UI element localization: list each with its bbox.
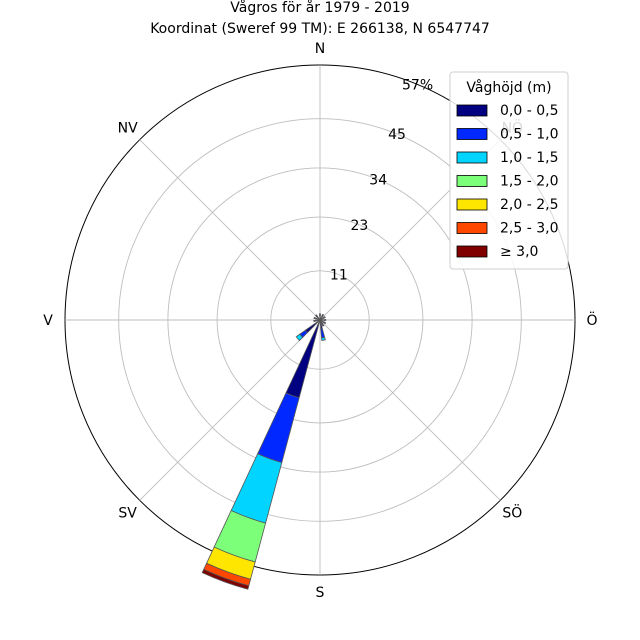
rose-bar-segment (321, 313, 325, 317)
legend-entry: 0,5 - 1,0 (500, 127, 558, 143)
rose-bar-segment (315, 314, 318, 318)
radial-tick-label: 23 (350, 218, 368, 234)
rose-bar-segment (320, 328, 326, 339)
rose-bar-segment (313, 316, 317, 320)
radial-tick-label: 57% (402, 77, 433, 93)
legend-swatch (456, 175, 488, 187)
chart-title-line2: Koordinat (Sweref 99 TM): E 266138, N 65… (150, 21, 490, 37)
direction-label: V (43, 313, 53, 329)
rose-bar-segment (323, 316, 326, 319)
grid-spoke (319, 319, 501, 501)
legend-entry: 1,0 - 1,5 (500, 150, 558, 166)
rose-bar-segment (230, 453, 283, 524)
legend-swatch (456, 222, 488, 234)
direction-label: SÖ (502, 503, 522, 521)
radial-tick-label: 45 (388, 127, 406, 143)
direction-label: N (315, 41, 325, 57)
legend-entry: 2,0 - 2,5 (500, 197, 558, 213)
radial-tick-label: 34 (369, 172, 387, 188)
direction-label: Ö (586, 311, 597, 329)
legend-swatch (456, 128, 488, 140)
direction-label: S (316, 585, 325, 601)
legend-entry: 0,0 - 0,5 (500, 103, 558, 119)
legend-swatch (456, 104, 488, 117)
legend-entry: 2,5 - 3,0 (500, 221, 558, 237)
legend-entry: ≥ 3,0 (500, 244, 538, 260)
legend-swatch (456, 151, 488, 164)
legend-swatch (456, 245, 488, 258)
legend: Våghöjd (m) 0,0 - 0,5 0,5 - 1,0 1,0 - 1,5 1… (449, 71, 569, 270)
rose-bar-segment (323, 321, 327, 325)
rose-bar-segment (295, 333, 304, 342)
rose-bar-segment (321, 323, 325, 327)
grid-spoke (139, 139, 321, 321)
legend-title: Våghöjd (m) (466, 79, 551, 96)
radial-tick-label: 11 (330, 268, 348, 284)
legend-frame (449, 71, 569, 270)
direction-label: SV (118, 505, 137, 521)
rose-bar-segment (319, 313, 321, 316)
rose-bars (201, 313, 327, 590)
chart-title-line1: Vågros för år 1979 - 2019 (230, 0, 409, 16)
polar-grid (64, 64, 576, 576)
direction-label: NV (118, 121, 138, 137)
legend-swatch (456, 198, 488, 211)
grid-spoke (139, 319, 321, 501)
polar-labels: NNÖÖSÖSSVVNV1123344557% (43, 41, 597, 601)
rose-bar-segment (257, 392, 300, 464)
rose-bar-segment (321, 336, 326, 341)
rose-bar-segment (313, 319, 317, 323)
rose-bar-segment (201, 568, 250, 590)
rose-bar-segment (324, 319, 327, 321)
legend-entry: 1,5 - 2,0 (500, 174, 558, 190)
